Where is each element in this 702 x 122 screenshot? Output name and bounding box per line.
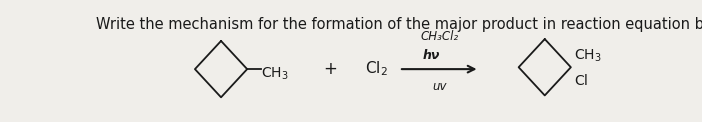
Text: CH₃Cl₂: CH₃Cl₂ bbox=[420, 30, 458, 43]
Text: $\mathrm{Cl}$: $\mathrm{Cl}$ bbox=[574, 73, 588, 88]
Text: $\mathrm{CH_3}$: $\mathrm{CH_3}$ bbox=[260, 66, 289, 82]
Text: hν: hν bbox=[423, 50, 439, 62]
Text: +: + bbox=[323, 60, 337, 78]
Text: Write the mechanism for the formation of the major product in reaction equation : Write the mechanism for the formation of… bbox=[96, 17, 702, 32]
Text: uv: uv bbox=[432, 80, 446, 92]
Text: $\mathrm{Cl_2}$: $\mathrm{Cl_2}$ bbox=[365, 60, 388, 78]
Text: $\mathrm{CH_3}$: $\mathrm{CH_3}$ bbox=[574, 48, 601, 64]
